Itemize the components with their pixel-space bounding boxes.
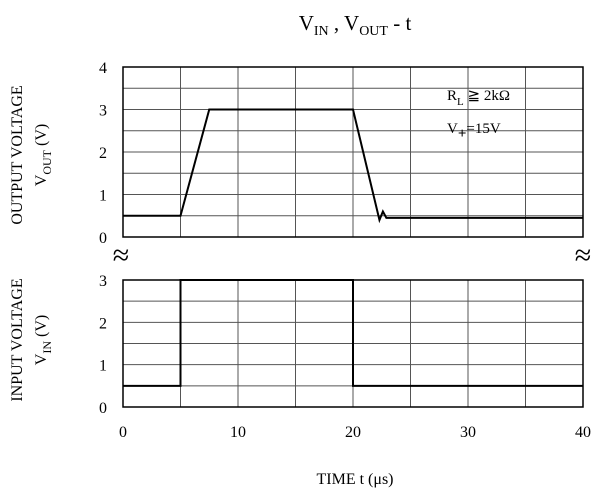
x-tick-label: 20: [345, 424, 361, 441]
ylabel-output: OUTPUT VOLTAGE VOUT (V): [9, 85, 54, 224]
y-tick-label-output: 4: [99, 60, 107, 77]
x-tick-label: 0: [119, 424, 127, 441]
x-tick-label: 40: [575, 424, 591, 441]
axis-break-gap: [105, 249, 605, 263]
annotation-supply-voltage: V+=15V: [447, 121, 501, 142]
ylabel-input-line2: VIN (V): [33, 315, 54, 365]
y-tick-label-input: 0: [99, 400, 107, 417]
axis-break-left: ≈: [113, 239, 129, 272]
ylabel-input: INPUT VOLTAGE VIN (V): [9, 278, 54, 401]
chart-title: VIN , VOUT - t: [299, 11, 412, 39]
annotation-load-resistance: RL ≧ 2kΩ: [447, 88, 510, 108]
y-tick-label-input: 2: [99, 315, 107, 332]
ylabel-input-line1: INPUT VOLTAGE: [9, 278, 26, 401]
y-tick-label-output: 1: [99, 188, 107, 205]
x-axis-label: TIME t (μs): [316, 471, 393, 488]
ylabel-output-line2: VOUT (V): [33, 124, 54, 186]
y-tick-label-output: 0: [99, 230, 107, 247]
y-tick-label-input: 1: [99, 358, 107, 375]
axis-break-right: ≈: [575, 239, 591, 272]
x-tick-label: 30: [460, 424, 476, 441]
series-line-input: [123, 279, 583, 387]
ylabel-output-line1: OUTPUT VOLTAGE: [9, 85, 26, 224]
y-tick-label-output: 3: [99, 103, 107, 120]
panel-frame-output: [122, 66, 584, 238]
y-tick-label-output: 2: [99, 145, 107, 162]
x-tick-label: 10: [230, 424, 246, 441]
series-line-output: [123, 108, 583, 224]
y-tick-label-input: 3: [99, 273, 107, 290]
